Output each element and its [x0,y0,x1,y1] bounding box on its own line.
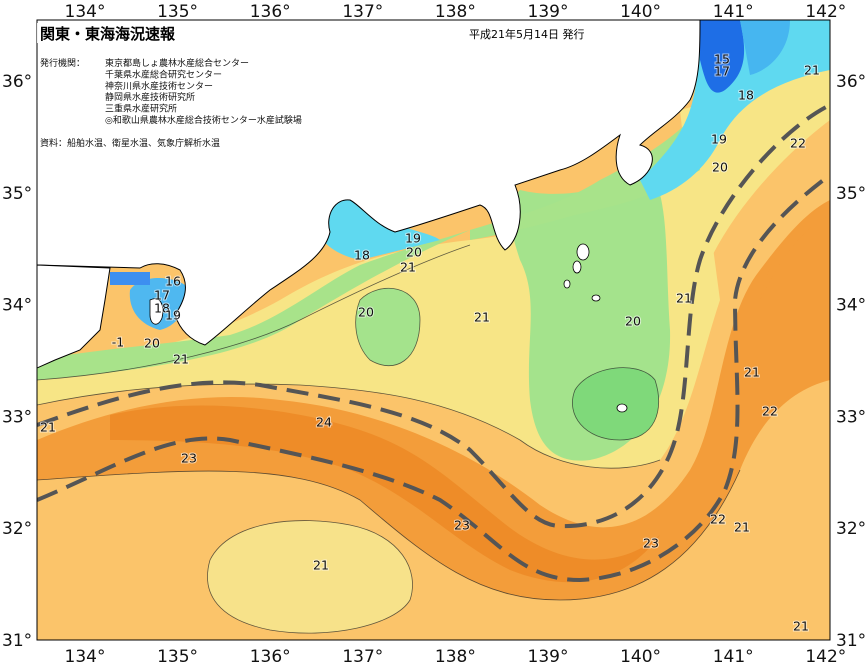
date-box [465,24,590,42]
latitude-label: 35° [836,184,866,204]
longitude-label: 137° [342,2,383,22]
latitude-label: 36° [836,72,866,92]
latitude-label: 33° [2,407,32,427]
temperature-field [37,20,830,640]
contour-label: 20 [144,336,160,351]
latitude-label: 33° [836,407,866,427]
longitude-label: 135° [157,647,198,667]
contour-label: 18 [354,248,370,263]
longitude-label: 139° [528,647,569,667]
contour-label: 20 [712,160,728,175]
latitude-label: 34° [836,296,866,316]
longitude-label: 134° [65,2,106,22]
longitude-label: 138° [435,2,476,22]
contour-label: 16 [165,274,181,289]
contour-label: 21 [40,420,56,435]
longitude-label: 141° [713,2,754,22]
latitude-label: 31° [2,631,32,651]
contour-label: 22 [710,512,726,527]
contour-label: 17 [714,64,730,79]
map-frame [36,19,831,641]
latitude-label: 31° [836,631,866,651]
contour-label: 22 [790,136,806,151]
longitude-label: 139° [528,2,569,22]
title-box [37,23,317,43]
longitude-label: 140° [620,647,661,667]
contour-label: -1 [112,335,124,350]
issuer-label: 発行機関： [40,57,85,69]
contour-label: 19 [711,132,727,147]
longitude-label: 141° [713,647,754,667]
contour-label: 21 [804,63,820,78]
longitude-label: 138° [435,647,476,667]
contour-label: 21 [793,619,809,634]
contour-label: 23 [181,451,197,466]
longitude-label: 142° [805,2,846,22]
contour-label: 21 [313,558,329,573]
contour-label: 19 [405,231,421,246]
contour-label: 20 [358,305,374,320]
agency: 三重県水産研究所 [105,103,177,115]
longitude-label: 134° [65,647,106,667]
longitude-label: 140° [620,2,661,22]
agency: 神奈川県水産技術センター [105,80,213,92]
agency-list: 東京都島しょ農林水産総合センター千葉県水産総合研究センター神奈川県水産技術センタ… [105,57,302,126]
longitude-label: 142° [805,647,846,667]
agency: 千葉県水産総合研究センター [105,68,222,80]
contour-label: 20 [625,314,641,329]
contour-label: 21 [744,365,760,380]
longitude-label: 136° [250,2,291,22]
contour-label: 21 [173,352,189,367]
longitude-label: 136° [250,647,291,667]
contour-label: 18 [738,88,754,103]
contour-label: 15 [714,52,730,67]
latitude-label: 35° [2,184,32,204]
latitude-label: 34° [2,296,32,316]
contour-label: 19 [165,308,181,323]
contour-label: 21 [676,291,692,306]
agency: 静岡県水産技術研究所 [105,91,195,103]
contour-label: 21 [400,260,416,275]
latitude-label: 32° [2,519,32,539]
longitude-label: 135° [157,2,198,22]
contour-label: 22 [762,404,778,419]
contour-label: 24 [316,415,332,430]
sources: 資料：船舶水温、衛星水温、気象庁解析水温 [40,137,220,149]
contour-label: 21 [474,310,490,325]
latitude-label: 32° [836,519,866,539]
contour-label: 18 [154,301,170,316]
contour-label: 23 [454,518,470,533]
agency: 東京都島しょ農林水産総合センター [105,57,249,69]
contour-label: 17 [154,288,170,303]
issue-date: 平成21年5月14日 発行 [469,27,585,41]
contour-label: 20 [406,245,422,260]
latitude-label: 36° [2,72,32,92]
contour-label: 23 [643,536,659,551]
longitude-label: 137° [342,647,383,667]
agency: ◎和歌山県農林水産総合技術センター水産試験場 [105,114,302,126]
contour-label: 21 [734,520,750,535]
title: 関東・東海海況速報 [40,25,176,43]
